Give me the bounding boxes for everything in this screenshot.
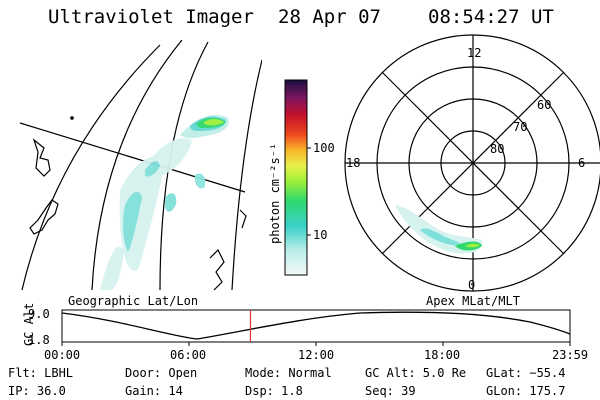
colorbar-tick-100: 100 [313,141,335,155]
seq-readout: Seq: 39 [365,384,416,398]
mlt-label-0: 0 [468,278,476,292]
lat-arc-2 [91,40,183,291]
mlat-label-60: 60 [537,98,552,112]
gain-readout: Gain: 14 [125,384,183,398]
xtick-1200: 12:00 [298,348,335,362]
mlt-label-12: 12 [467,46,482,60]
colorbar-tick-10: 10 [313,228,328,242]
geographic-title: Geographic Lat/Lon [68,294,199,308]
time-label: 08:54:27 UT [428,6,554,28]
apex-title: Apex MLat/MLT [426,294,520,308]
glon-readout: GLon: 175.7 [486,384,566,398]
mlt-label-6: 6 [578,156,586,170]
colorbar [284,79,311,276]
mlt-label-18: 18 [346,156,361,170]
xtick-2359: 23:59 [552,348,589,362]
gc-alt-readout: GC Alt: 5.0 Re [365,366,467,380]
ytick-9: 9.0 [28,307,50,321]
coastline-east [209,248,225,291]
aurora-geographic [100,114,229,290]
lat-arc-1 [21,44,161,291]
filter-readout: Flt: LBHL [8,366,74,380]
lon-line [19,122,246,193]
mlat-label-80: 80 [490,142,505,156]
xtick-0000: 00:00 [44,348,81,362]
coastline-south [29,199,59,235]
colorbar-unit-label: photon cm⁻²s⁻¹ [268,142,282,244]
door-readout: Door: Open [125,366,198,380]
station-marker [70,116,74,120]
glat-readout: GLat: −55.4 [486,366,566,380]
ytick-1-8: 1.8 [28,333,50,347]
altitude-curve [61,311,571,340]
lat-arc-4 [231,59,262,291]
mlat-label-70: 70 [513,120,528,134]
instrument-title: Ultraviolet Imager [48,6,254,28]
xtick-0600: 06:00 [170,348,207,362]
xtick-1800: 18:00 [424,348,461,362]
coastline-north [32,138,51,177]
polar-plot [344,34,600,292]
mode-readout: Mode: Normal [245,366,332,380]
altitude-plot [61,309,571,346]
date-label: 28 Apr 07 [278,6,381,28]
ip-readout: IP: 36.0 [8,384,66,398]
coastline-east-2 [239,209,247,229]
dsp-readout: Dsp: 1.8 [245,384,303,398]
aurora-polar [395,205,483,254]
